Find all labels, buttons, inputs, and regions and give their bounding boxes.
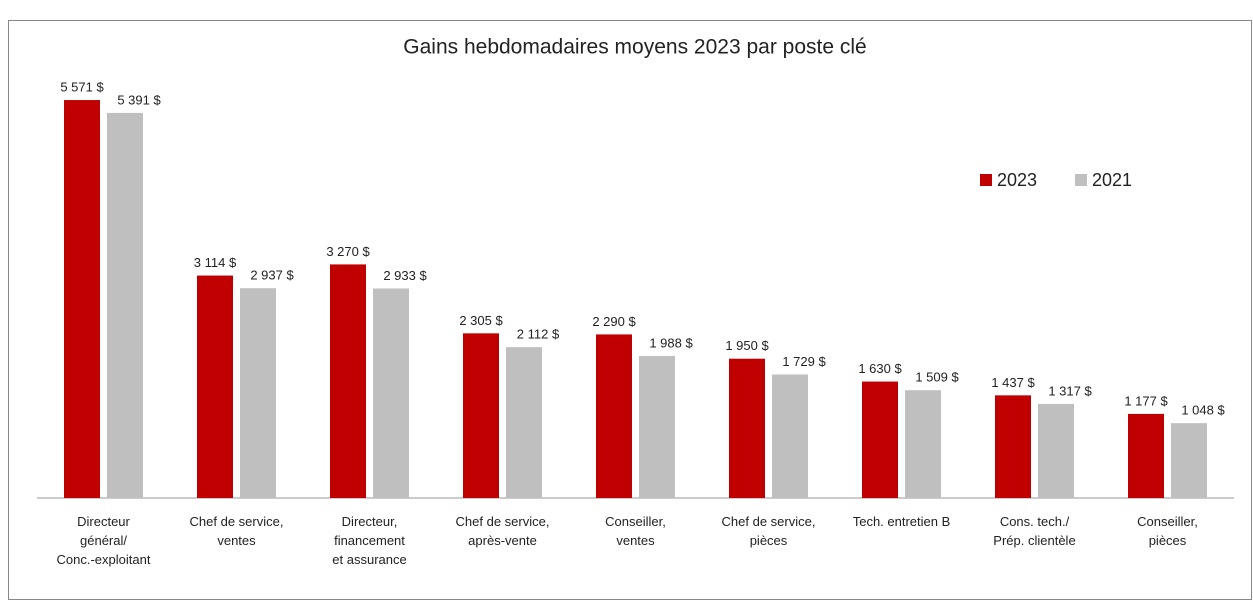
value-label: 1 437 $ [991,375,1035,390]
x-tick-label: Conseiller, ventes [605,514,666,548]
bar [1038,403,1074,498]
legend-label: 2023 [997,170,1037,190]
bar [862,381,898,498]
value-label: 1 509 $ [915,370,959,385]
value-label: 1 630 $ [858,361,902,376]
bar [1128,413,1164,498]
x-tick-label: Chef de service, après-vente [455,514,550,548]
bar [240,288,276,498]
value-label: 2 305 $ [459,313,503,328]
bar [330,264,366,498]
chart-title: Gains hebdomadaires moyens 2023 par post… [403,36,866,59]
bar [373,288,409,498]
legend-label: 2021 [1092,170,1132,190]
bar [995,395,1031,498]
x-tick-label: Directeur, financement et assurance [332,514,407,567]
legend-swatch [1075,174,1087,186]
value-label: 2 933 $ [383,268,427,283]
value-label: 2 290 $ [592,314,636,329]
x-tick-label: Chef de service, pièces [721,514,816,548]
bar [197,275,233,498]
bar [905,390,941,498]
value-label: 1 048 $ [1181,403,1225,418]
x-tick-label: Chef de service, ventes [189,514,284,548]
value-label: 2 937 $ [250,268,294,283]
value-label: 3 114 $ [194,255,237,270]
bar [772,374,808,498]
bar [1171,423,1207,498]
x-tick-label: Tech. entretien B [852,514,951,529]
value-label: 1 988 $ [649,335,693,350]
x-tick-label: Directeur général/ Conc.-exploitant [56,514,151,567]
value-label: 5 571 $ [60,79,104,94]
x-tick-label: Cons. tech./ Prép. clientèle [993,514,1076,548]
bar [463,333,499,498]
bar [107,112,143,499]
value-label: 2 112 $ [517,327,560,342]
value-label: 3 270 $ [326,244,370,259]
value-label: 1 950 $ [725,338,769,353]
bar [506,347,542,498]
value-label: 1 729 $ [782,354,826,369]
bar [596,334,632,498]
bar [729,358,765,498]
legend-swatch [980,174,992,186]
bar [64,100,100,499]
value-label: 1 317 $ [1048,383,1092,398]
value-label: 1 177 $ [1124,393,1168,408]
x-tick-label: Conseiller, pièces [1137,514,1198,548]
value-label: 5 391 $ [117,92,161,107]
bar [639,355,675,498]
